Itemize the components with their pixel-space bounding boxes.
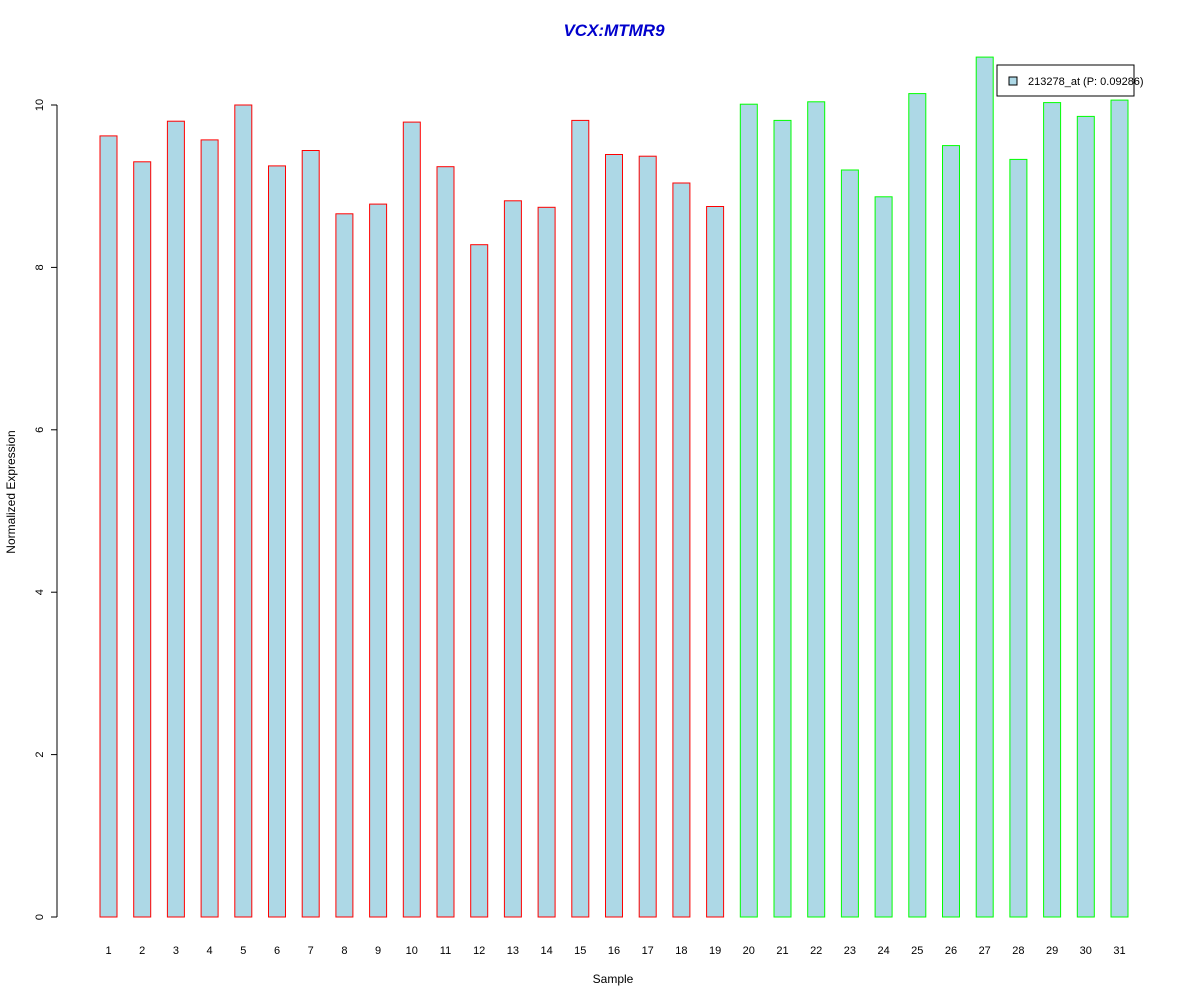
x-tick-label: 29 xyxy=(1046,945,1058,957)
bar-sample-6 xyxy=(268,165,286,918)
x-tick-labels: 1 2 3 4 5 6 7 8 9 10 11 12 13 14 15 16 17 18 19 20 21 22 23 24 2… xyxy=(105,945,1125,957)
chart-title: VCX:MTMR9 xyxy=(563,21,665,40)
x-tick-label: 27 xyxy=(979,945,991,957)
x-tick-label: 18 xyxy=(675,945,687,957)
x-tick-label: 14 xyxy=(540,945,552,957)
x-tick-label: 25 xyxy=(911,945,923,957)
bar-sample-13 xyxy=(503,200,522,918)
x-tick-label: 8 xyxy=(341,945,347,957)
bar-sample-29 xyxy=(1043,102,1062,918)
x-tick-label: 19 xyxy=(709,945,721,957)
bar-sample-20 xyxy=(739,103,758,918)
x-tick-label: 2 xyxy=(139,945,145,957)
bar-sample-12 xyxy=(470,244,489,918)
x-tick-label: 22 xyxy=(810,945,822,957)
y-tick-label: 0 xyxy=(34,914,46,920)
bar-sample-16 xyxy=(605,154,623,918)
y-axis-label: Normalized Expression xyxy=(4,430,18,553)
x-tick-label: 9 xyxy=(375,945,381,957)
bar-sample-7 xyxy=(301,150,320,918)
x-tick-label: 6 xyxy=(274,945,280,957)
x-axis-label: Sample xyxy=(593,972,634,986)
bars xyxy=(99,56,1129,918)
bar-sample-23 xyxy=(840,169,859,918)
x-tick-label: 4 xyxy=(207,945,213,957)
legend: 213278_at (P: 0.09286) xyxy=(996,64,1144,97)
x-tick-label: 30 xyxy=(1080,945,1092,957)
y-tick-label: 8 xyxy=(34,264,46,270)
x-tick-label: 12 xyxy=(473,945,485,957)
x-tick-label: 26 xyxy=(945,945,957,957)
x-tick-label: 15 xyxy=(574,945,586,957)
x-tick-label: 24 xyxy=(877,945,889,957)
bar-sample-28 xyxy=(1009,158,1028,918)
x-tick-label: 1 xyxy=(105,945,111,957)
bar-sample-1 xyxy=(99,135,118,918)
bar-sample-9 xyxy=(369,203,388,918)
bar-sample-21 xyxy=(773,119,792,918)
bar-sample-8 xyxy=(335,213,354,918)
bar-sample-18 xyxy=(672,182,691,918)
bar-sample-25 xyxy=(908,93,927,918)
x-tick-label: 20 xyxy=(743,945,755,957)
bar-sample-11 xyxy=(436,166,455,918)
bar-sample-2 xyxy=(133,161,152,918)
y-axis: 0 2 4 6 8 10 xyxy=(34,99,58,920)
x-tick-label: 7 xyxy=(308,945,314,957)
y-tick-label: 10 xyxy=(34,99,46,111)
bar-sample-31 xyxy=(1110,99,1129,918)
y-tick-label: 2 xyxy=(34,752,46,758)
bar-sample-15 xyxy=(571,119,590,918)
x-tick-label: 31 xyxy=(1113,945,1125,957)
legend-swatch xyxy=(1008,76,1018,86)
bar-sample-24 xyxy=(874,196,893,918)
x-tick-label: 16 xyxy=(608,945,620,957)
x-tick-label: 17 xyxy=(642,945,654,957)
bar-sample-10 xyxy=(402,121,421,918)
bar-sample-3 xyxy=(166,120,185,918)
x-tick-label: 10 xyxy=(406,945,418,957)
legend-box xyxy=(996,64,1135,97)
x-tick-label: 11 xyxy=(440,945,451,957)
x-tick-label: 5 xyxy=(240,945,246,957)
bar-sample-27 xyxy=(975,56,994,918)
bar-sample-19 xyxy=(706,206,725,918)
legend-label: 213278_at (P: 0.09286) xyxy=(1028,76,1144,88)
x-tick-label: 13 xyxy=(507,945,519,957)
bar-sample-22 xyxy=(807,101,826,918)
x-tick-label: 3 xyxy=(173,945,179,957)
x-tick-label: 23 xyxy=(844,945,856,957)
bar-sample-14 xyxy=(537,206,556,918)
y-tick-label: 6 xyxy=(34,427,46,433)
x-tick-label: 21 xyxy=(776,945,788,957)
bar-sample-26 xyxy=(942,145,960,918)
y-tick-label: 4 xyxy=(34,589,46,595)
bar-sample-17 xyxy=(638,155,657,918)
bar-sample-4 xyxy=(200,139,219,918)
bar-sample-30 xyxy=(1076,115,1095,918)
bar-sample-5 xyxy=(234,104,253,918)
x-tick-label: 28 xyxy=(1012,945,1024,957)
